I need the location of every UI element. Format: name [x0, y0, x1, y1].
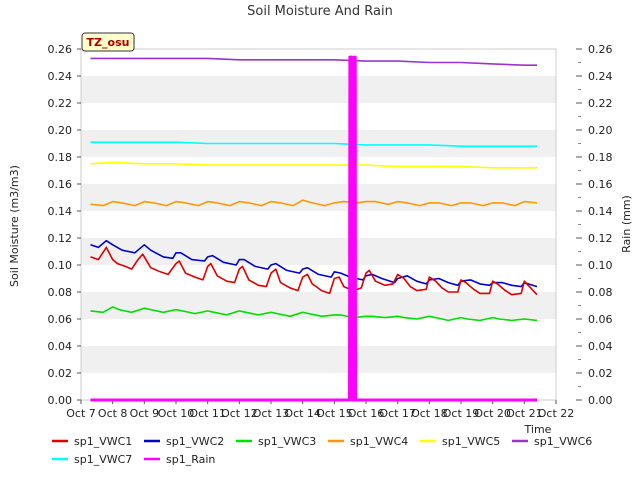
y-tick-label: 0.16	[48, 178, 73, 191]
x-tick-label: Oct 12	[221, 407, 258, 420]
x-tick-label: Oct 7	[66, 407, 96, 420]
legend-item: sp1_VWC1	[52, 435, 132, 448]
site-badge: TZ_osu	[81, 32, 135, 52]
series-line-sp1-rain	[90, 55, 537, 402]
legend-item: sp1_VWC6	[512, 435, 592, 448]
y-right-tick-label: 0.10	[588, 259, 613, 272]
x-tick-label: Oct 16	[348, 407, 385, 420]
y-right-tick-label: 0.04	[588, 340, 613, 353]
legend-label: sp1_VWC4	[350, 435, 408, 448]
grid-band	[81, 292, 556, 319]
x-tick-label: Oct 22	[538, 407, 575, 420]
legend: sp1_VWC1 sp1_VWC2 sp1_VWC3 sp1_VWC4 sp1_VWC5…	[52, 435, 592, 466]
legend-item: sp1_VWC7	[52, 453, 132, 466]
series-line-sp1-vwc5	[90, 161, 537, 169]
y-tick-label: 0.14	[48, 205, 73, 218]
legend-item: sp1_VWC5	[420, 435, 500, 448]
y-right-tick-label: 0.16	[588, 178, 613, 191]
x-tick-label: Oct 17	[379, 407, 416, 420]
series-line-sp1-vwc3	[90, 306, 538, 322]
legend-label: sp1_VWC6	[534, 435, 592, 448]
y-tick-label: 0.24	[48, 70, 73, 83]
legend-item: sp1_Rain	[144, 453, 215, 466]
series-line-sp1-vwc1	[90, 246, 538, 296]
x-tick-label: Oct 20	[474, 407, 511, 420]
y-tick-label: 0.08	[48, 286, 73, 299]
y-axis-right: 0.00 0.02 0.04 0.06 0.08 0.10 0.12 0.14 0.16 0.18…	[576, 43, 613, 407]
x-tick-label: Oct 19	[443, 407, 480, 420]
grid-bands	[81, 76, 556, 373]
x-axis-label: Time	[524, 423, 552, 436]
grid-band	[81, 238, 556, 265]
site-badge-label: TZ_osu	[87, 36, 130, 49]
y-right-tick-label: 0.14	[588, 205, 613, 218]
y-tick-label: 0.12	[48, 232, 73, 245]
y-tick-label: 0.18	[48, 151, 73, 164]
legend-item: sp1_VWC3	[236, 435, 316, 448]
y-tick-label: 0.22	[48, 97, 73, 110]
y-right-tick-label: 0.06	[588, 313, 613, 326]
legend-label: sp1_VWC5	[442, 435, 500, 448]
series-line-sp1-vwc4	[90, 199, 538, 207]
x-tick-label: Oct 18	[411, 407, 448, 420]
y-right-tick-label: 0.22	[588, 97, 613, 110]
y-right-tick-label: 0.18	[588, 151, 613, 164]
site-badge-box	[81, 32, 135, 52]
x-tick-label: Oct 14	[284, 407, 321, 420]
x-tick-label: Oct 13	[253, 407, 290, 420]
series-line-sp1-vwc6	[90, 57, 537, 66]
x-tick-label: Oct 11	[189, 407, 226, 420]
y-tick-label: 0.04	[48, 340, 73, 353]
y-tick-label: 0.00	[48, 394, 73, 407]
grid-band	[81, 76, 556, 103]
y-tick-label: 0.02	[48, 367, 73, 380]
grid-band	[81, 184, 556, 211]
legend-item: sp1_VWC4	[328, 435, 408, 448]
y-right-tick-label: 0.12	[588, 232, 613, 245]
legend-label: sp1_VWC7	[74, 453, 132, 466]
series-line-sp1-vwc7	[90, 141, 537, 147]
legend-label: sp1_Rain	[166, 453, 215, 466]
y-tick-label: 0.06	[48, 313, 73, 326]
y-axis-right-label: Rain (mm)	[620, 195, 633, 253]
y-right-tick-label: 0.08	[588, 286, 613, 299]
legend-label: sp1_VWC3	[258, 435, 316, 448]
y-right-tick-label: 0.26	[588, 43, 613, 56]
x-tick-label: Oct 8	[98, 407, 128, 420]
y-tick-label: 0.10	[48, 259, 73, 272]
x-tick-label: Oct 10	[158, 407, 195, 420]
legend-item: sp1_VWC2	[144, 435, 224, 448]
x-tick-label: Oct 21	[506, 407, 543, 420]
legend-label: sp1_VWC1	[74, 435, 132, 448]
series-lines	[90, 55, 538, 402]
y-tick-label: 0.26	[48, 43, 73, 56]
grid-band	[81, 346, 556, 373]
x-tick-label: Oct 15	[316, 407, 353, 420]
y-axis-left-label: Soil Moisture (m3/m3)	[8, 165, 21, 287]
y-right-tick-label: 0.20	[588, 124, 613, 137]
y-right-tick-label: 0.02	[588, 367, 613, 380]
x-tick-label: Oct 9	[130, 407, 160, 420]
y-right-tick-label: 0.24	[588, 70, 613, 83]
y-right-tick-label: 0.00	[588, 394, 613, 407]
chart-title: Soil Moisture And Rain	[247, 4, 393, 19]
y-axis-left: 0.00 0.02 0.04 0.06 0.08 0.10 0.12 0.14 0.16 0.18…	[48, 43, 81, 407]
legend-label: sp1_VWC2	[166, 435, 224, 448]
y-tick-label: 0.20	[48, 124, 73, 137]
